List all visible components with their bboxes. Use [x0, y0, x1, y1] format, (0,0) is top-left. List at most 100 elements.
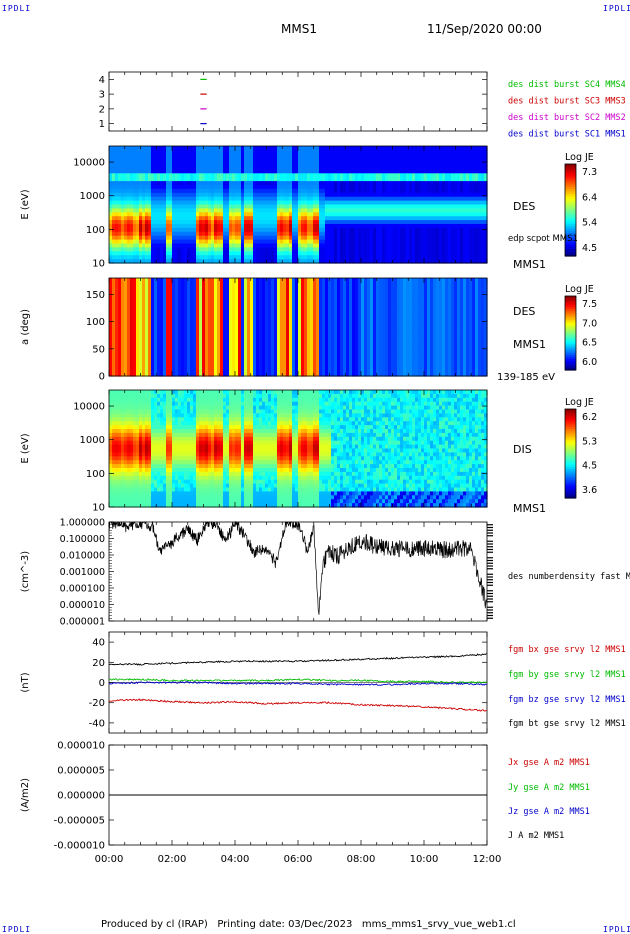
current-ytick-label: -0.000010	[54, 841, 105, 852]
des_pitch-ytick-label: 0	[99, 372, 105, 383]
header-spacecraft: MMS1	[281, 22, 317, 36]
dis_energy-ytick-label: 100	[86, 469, 105, 480]
xtick-label: 12:00	[473, 854, 502, 865]
fgm-ytick-label: 20	[92, 658, 105, 669]
burst-legend-entry: des dist burst SC3 MMS3	[508, 97, 626, 107]
fgm-series-line	[108, 698, 488, 712]
current-legend-entry: Jy gse A m2 MMS1	[508, 783, 590, 793]
des_pitch-ytick-label: 100	[86, 317, 105, 328]
fgm-series-line	[108, 677, 488, 684]
des_energy-right-label: edp scpot MMS1	[508, 234, 578, 244]
density-ytick-label: 0.000001	[60, 617, 105, 628]
dis_energy-heatmap	[109, 390, 488, 508]
fgm-legend-entry: fgm bt gse srvy l2 MMS1	[508, 719, 626, 729]
des_energy-colorbar-tick: 5.4	[582, 218, 597, 229]
des_energy-right-label: MMS1	[513, 258, 546, 271]
dis_energy-ytick-label: 10000	[73, 402, 105, 413]
footer-text: Produced by cl (IRAP) Printing date: 03/…	[101, 919, 516, 930]
fgm-ytick-label: -20	[89, 698, 105, 709]
current-ytick-label: 0.000005	[57, 766, 105, 777]
dis_energy-colorbar-tick: 3.6	[582, 485, 597, 496]
des_pitch-ylabel: a (deg)	[20, 309, 31, 345]
dis_energy-ylabel: E (eV)	[20, 433, 31, 463]
dis_energy-right-label: MMS1	[513, 502, 546, 515]
burst-legend-entry: des dist burst SC4 MMS4	[508, 80, 626, 90]
dis_energy-ytick-label: 1000	[80, 435, 105, 446]
burst-legend-entry: des dist burst SC1 MMS1	[508, 130, 626, 140]
fgm-legend-entry: fgm bx gse srvy l2 MMS1	[508, 645, 626, 655]
current-legend-entry: J A m2 MMS1	[508, 831, 564, 841]
xtick-label: 02:00	[158, 854, 187, 865]
fgm-series-line	[108, 681, 488, 686]
des_pitch-right-label: DES	[513, 305, 535, 318]
current-ytick-label: -0.000005	[54, 816, 105, 827]
density-ytick-label: 0.010000	[60, 551, 105, 562]
density-ytick-label: 1.000000	[60, 518, 105, 529]
density-frame	[108, 521, 488, 622]
current-legend-entry: Jz gse A m2 MMS1	[508, 807, 590, 817]
fgm-ytick-label: -40	[89, 718, 105, 729]
current-ytick-label: 0.000000	[57, 791, 105, 802]
des_energy-colorbar-tick: 4.5	[582, 243, 597, 254]
des_energy-ytick-label: 100	[86, 225, 105, 236]
density-ytick-label: 0.000010	[60, 600, 105, 611]
dis_energy-ytick-label: 10	[92, 503, 105, 514]
density-ytick-label: 0.100000	[60, 534, 105, 545]
corner-label-tr: IPDLI	[603, 4, 630, 13]
density-ylabel: (cm^-3)	[20, 551, 31, 592]
des_pitch-colorbar-tick: 7.5	[582, 299, 597, 310]
des_pitch-colorbar	[564, 295, 577, 371]
xtick-label: 00:00	[95, 854, 124, 865]
current-legend-entry: Jx gse A m2 MMS1	[508, 758, 590, 768]
xtick-label: 08:00	[347, 854, 376, 865]
fgm-legend-entry: fgm bz gse srvy l2 MMS1	[508, 695, 626, 705]
fgm-series-line	[108, 653, 488, 666]
des_pitch-right-label: 139-185 eV	[497, 372, 555, 383]
des_energy-right-label: DES	[513, 200, 535, 213]
corner-label-br: IPDLI	[603, 925, 630, 934]
density-ytick-label: 0.001000	[60, 567, 105, 578]
des_energy-colorbar	[564, 163, 577, 257]
dis_energy-colorbar-title: Log JE	[565, 397, 594, 408]
density-series-line	[108, 520, 488, 615]
burst-legend-entry: des dist burst SC2 MMS2	[508, 113, 626, 123]
des_pitch-colorbar-tick: 6.0	[582, 357, 597, 368]
dis_energy-colorbar-tick: 4.5	[582, 461, 597, 472]
fgm-legend-entry: fgm by gse srvy l2 MMS1	[508, 670, 626, 680]
corner-label-tl: IPDLI	[2, 4, 32, 13]
fgm-ytick-label: 40	[92, 638, 105, 649]
des_pitch-colorbar-tick: 6.5	[582, 338, 597, 349]
burst-frame	[108, 71, 488, 132]
des_energy-colorbar-tick: 7.3	[582, 167, 597, 178]
xtick-label: 04:00	[221, 854, 250, 865]
density-ytick-label: 0.000100	[60, 584, 105, 595]
des_pitch-ytick-label: 50	[92, 344, 105, 355]
des_energy-ytick-label: 1000	[80, 191, 105, 202]
des_energy-ytick-label: 10000	[73, 158, 105, 169]
corner-label-bl: IPDLI	[2, 925, 32, 934]
current-ylabel: (A/m2)	[20, 778, 31, 812]
des_energy-colorbar-title: Log JE	[565, 152, 594, 163]
xtick-label: 06:00	[284, 854, 313, 865]
fgm-ytick-label: 0	[99, 678, 105, 689]
des_pitch-right-label: MMS1	[513, 338, 546, 351]
burst-ytick-label: 3	[99, 90, 105, 101]
des_pitch-ytick-label: 150	[86, 290, 105, 301]
header-date: 11/Sep/2020 00:00	[427, 22, 542, 36]
des_energy-heatmap	[109, 146, 488, 264]
des_pitch-colorbar-title: Log JE	[565, 284, 594, 295]
dis_energy-colorbar-tick: 5.3	[582, 436, 597, 447]
des_pitch-heatmap	[109, 278, 488, 377]
density-legend-entry: des numberdensity fast M	[508, 572, 630, 582]
fgm-ylabel: (nT)	[20, 672, 31, 692]
burst-ytick-label: 4	[99, 75, 105, 86]
des_energy-ylabel: E (eV)	[20, 189, 31, 219]
burst-ytick-label: 2	[99, 104, 105, 115]
des_energy-ytick-label: 10	[92, 259, 105, 270]
xtick-label: 10:00	[410, 854, 439, 865]
des_pitch-colorbar-tick: 7.0	[582, 318, 597, 329]
dis_energy-right-label: DIS	[513, 443, 532, 456]
dis_energy-colorbar-tick: 6.2	[582, 412, 597, 423]
burst-ytick-label: 1	[99, 119, 105, 130]
